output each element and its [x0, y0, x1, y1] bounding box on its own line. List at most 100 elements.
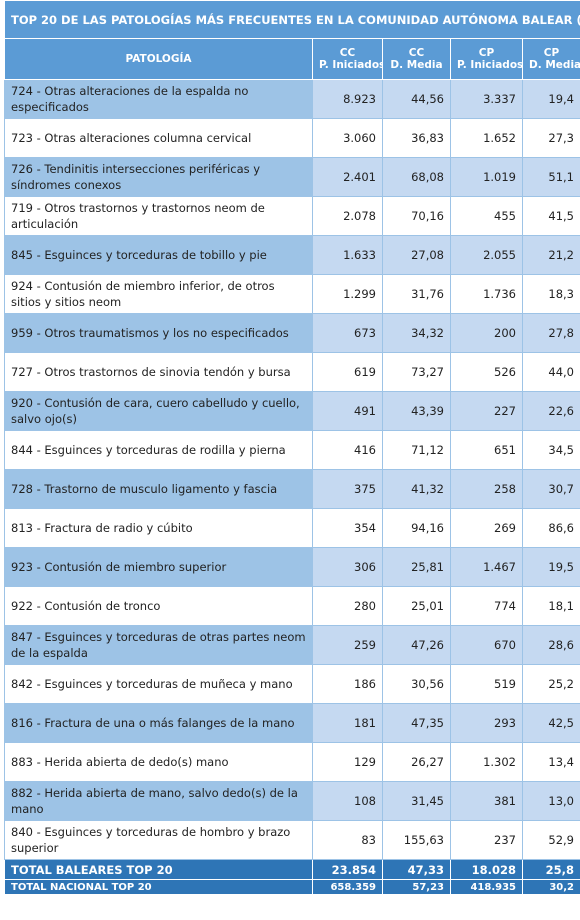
value-cell: 155,63	[382, 820, 451, 860]
total-row: TOTAL NACIONAL TOP 20 658.359 57,23 418.935…	[4, 879, 580, 895]
header-line: P. Iniciados	[457, 59, 523, 71]
value-cell: 13,0	[522, 781, 580, 821]
data-row: 724 - Otras alteraciones de la espalda n…	[4, 79, 580, 119]
data-row: 923 - Contusión de miembro superior 306 25…	[4, 547, 580, 587]
total-label: TOTAL NACIONAL TOP 20	[4, 879, 313, 895]
column-header: CP P. Iniciados	[450, 38, 523, 80]
data-row: 816 - Fractura de una o más falanges de …	[4, 703, 580, 743]
column-header: CP D. Media	[522, 38, 580, 80]
value-cell: 31,76	[382, 274, 451, 314]
value-cell: 36,83	[382, 118, 451, 158]
value-cell: 25,01	[382, 586, 451, 626]
value-cell: 21,2	[522, 235, 580, 275]
pathology-cell: 724 - Otras alteraciones de la espalda n…	[4, 79, 313, 119]
value-cell: 41,32	[382, 469, 451, 509]
total-value: 23.854	[312, 859, 383, 880]
value-cell: 227	[450, 391, 523, 431]
value-cell: 22,6	[522, 391, 580, 431]
table-container: TOP 20 DE LAS PATOLOGÍAS MÁS FRECUENTES …	[4, 0, 580, 920]
value-cell: 13,4	[522, 742, 580, 782]
value-cell: 73,27	[382, 352, 451, 392]
pathology-cell: 883 - Herida abierta de dedo(s) mano	[4, 742, 313, 782]
data-row: 723 - Otras alteraciones columna cervica…	[4, 118, 580, 158]
pathology-cell: 847 - Esguinces y torceduras de otras pa…	[4, 625, 313, 665]
value-cell: 181	[312, 703, 383, 743]
pathology-cell: 726 - Tendinitis intersecciones periféri…	[4, 157, 313, 197]
data-row: 719 - Otros trastornos y trastornos neom…	[4, 196, 580, 236]
pathology-cell: 842 - Esguinces y torceduras de muñeca y…	[4, 664, 313, 704]
value-cell: 25,2	[522, 664, 580, 704]
data-row: 840 - Esguinces y torceduras de hombro y…	[4, 820, 580, 860]
pathology-cell: 723 - Otras alteraciones columna cervica…	[4, 118, 313, 158]
data-row: 727 - Otros trastornos de sinovia tendón…	[4, 352, 580, 392]
value-cell: 2.401	[312, 157, 383, 197]
value-cell: 52,9	[522, 820, 580, 860]
value-cell: 280	[312, 586, 383, 626]
value-cell: 1.736	[450, 274, 523, 314]
value-cell: 269	[450, 508, 523, 548]
total-value: 658.359	[312, 879, 383, 895]
value-cell: 34,32	[382, 313, 451, 353]
value-cell: 293	[450, 703, 523, 743]
total-value: 418.935	[450, 879, 523, 895]
value-cell: 526	[450, 352, 523, 392]
value-cell: 186	[312, 664, 383, 704]
data-row: 842 - Esguinces y torceduras de muñeca y…	[4, 664, 580, 704]
data-row: 813 - Fractura de radio y cúbito 354 94,16…	[4, 508, 580, 548]
value-cell: 47,26	[382, 625, 451, 665]
value-cell: 416	[312, 430, 383, 470]
pathology-cell: 816 - Fractura de una o más falanges de …	[4, 703, 313, 743]
header-line: P. Iniciados	[319, 59, 383, 71]
pathology-cell: 924 - Contusión de miembro inferior, de …	[4, 274, 313, 314]
pathology-cell: 844 - Esguinces y torceduras de rodilla …	[4, 430, 313, 470]
data-row: 847 - Esguinces y torceduras de otras pa…	[4, 625, 580, 665]
header-line: D. Media	[390, 59, 443, 71]
pathology-cell: 920 - Contusión de cara, cuero cabelludo…	[4, 391, 313, 431]
table-title: TOP 20 DE LAS PATOLOGÍAS MÁS FRECUENTES …	[4, 0, 580, 39]
data-row: 883 - Herida abierta de dedo(s) mano 129 2…	[4, 742, 580, 782]
value-cell: 1.652	[450, 118, 523, 158]
pathology-cell: 840 - Esguinces y torceduras de hombro y…	[4, 820, 313, 860]
value-cell: 108	[312, 781, 383, 821]
value-cell: 43,39	[382, 391, 451, 431]
value-cell: 19,5	[522, 547, 580, 587]
total-value: 57,23	[382, 879, 451, 895]
value-cell: 70,16	[382, 196, 451, 236]
value-cell: 8.923	[312, 79, 383, 119]
header-line: CC	[408, 47, 425, 59]
total-label: TOTAL BALEARES TOP 20	[4, 859, 313, 880]
value-cell: 774	[450, 586, 523, 626]
column-header: PATOLOGÍA	[4, 38, 313, 80]
pathology-cell: 813 - Fractura de radio y cúbito	[4, 508, 313, 548]
pathology-cell: 923 - Contusión de miembro superior	[4, 547, 313, 587]
value-cell: 381	[450, 781, 523, 821]
value-cell: 237	[450, 820, 523, 860]
value-cell: 519	[450, 664, 523, 704]
header-line: CC	[339, 47, 356, 59]
pathology-cell: 727 - Otros trastornos de sinovia tendón…	[4, 352, 313, 392]
value-cell: 1.633	[312, 235, 383, 275]
header-line: PATOLOGÍA	[125, 53, 192, 65]
value-cell: 27,08	[382, 235, 451, 275]
data-row: 844 - Esguinces y torceduras de rodilla …	[4, 430, 580, 470]
value-cell: 19,4	[522, 79, 580, 119]
pathology-cell: 719 - Otros trastornos y trastornos neom…	[4, 196, 313, 236]
data-row: 922 - Contusión de tronco 280 25,01 774 18,1	[4, 586, 580, 626]
value-cell: 354	[312, 508, 383, 548]
total-row: TOTAL BALEARES TOP 20 23.854 47,33 18.028 25…	[4, 859, 580, 880]
value-cell: 1.302	[450, 742, 523, 782]
value-cell: 491	[312, 391, 383, 431]
value-cell: 31,45	[382, 781, 451, 821]
data-row: 845 - Esguinces y torceduras de tobillo …	[4, 235, 580, 275]
value-cell: 25,81	[382, 547, 451, 587]
value-cell: 259	[312, 625, 383, 665]
total-value: 18.028	[450, 859, 523, 880]
column-header: CC P. Iniciados	[312, 38, 383, 80]
total-value: 25,8	[522, 859, 580, 880]
value-cell: 34,5	[522, 430, 580, 470]
data-row: 959 - Otros traumatismos y los no especi…	[4, 313, 580, 353]
value-cell: 94,16	[382, 508, 451, 548]
value-cell: 18,1	[522, 586, 580, 626]
header-row: PATOLOGÍA CC P. Iniciados CC D. Media CP P. In…	[4, 38, 580, 80]
value-cell: 670	[450, 625, 523, 665]
